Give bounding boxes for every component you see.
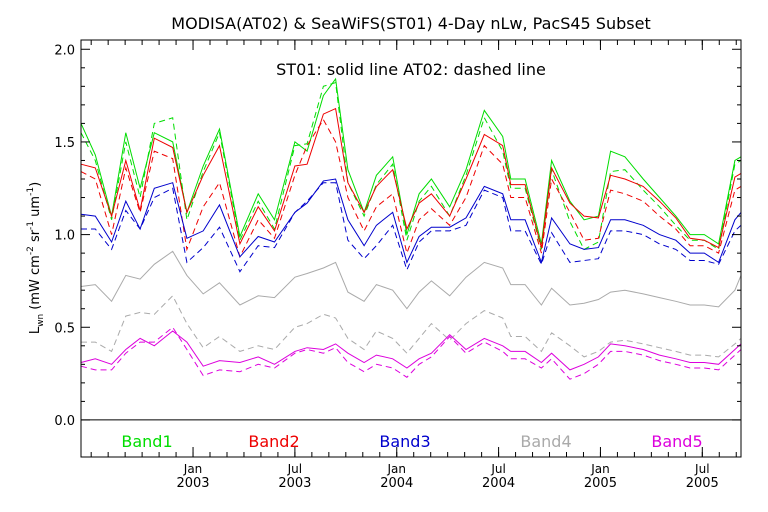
legend-item-band4: Band4 — [520, 432, 571, 451]
legend-item-band2: Band2 — [248, 432, 299, 451]
legend-item-band5: Band5 — [651, 432, 702, 451]
x-tick-year-label: 2003 — [278, 476, 311, 491]
x-tick-year-label: 2003 — [176, 476, 209, 491]
y-axis-title-units-b: sr — [28, 229, 43, 246]
y-axis-title: Lwn (mW cm-2 sr-1 um-1) — [26, 182, 46, 334]
series-line-band3-dashed — [81, 182, 742, 273]
series-line-band5-dashed — [80, 326, 742, 380]
x-tick-month-label: Jul — [694, 462, 709, 476]
y-tick-label: 0.0 — [54, 414, 75, 429]
x-tick-month-label: Jan — [386, 462, 406, 476]
series-line-band1-solid — [80, 77, 742, 245]
legend-item-band3: Band3 — [379, 432, 430, 451]
svg-text:Lwn (mW cm-2 sr-1 um-1): Lwn (mW cm-2 sr-1 um-1) — [26, 182, 46, 334]
chart-title: MODISA(AT02) & SeaWiFS(ST01) 4-Day nLw, … — [171, 14, 650, 33]
series-line-band2-dashed — [80, 118, 742, 259]
series-line-band4-solid — [80, 250, 742, 310]
x-tick-year-label: 2004 — [482, 476, 515, 491]
y-axis-title-units-a: (mW cm — [28, 255, 43, 314]
y-tick-label: 1.5 — [54, 136, 75, 151]
series-line-band4-dashed — [81, 294, 742, 358]
x-tick-month-label: Jul — [287, 462, 302, 476]
x-tick-month-label: Jan — [590, 462, 610, 476]
legend: Band1 Band2 Band3 Band4 Band5 — [121, 432, 702, 451]
plot-frame — [80, 39, 742, 458]
y-axis-title-units-c: um — [28, 196, 43, 221]
x-tick-year-label: 2005 — [584, 476, 617, 491]
x-tick-month-label: Jul — [490, 462, 505, 476]
y-tick-label: 0.5 — [54, 321, 75, 336]
series-line-band2-solid — [80, 107, 742, 249]
y-axis-title-units-d: ) — [28, 182, 43, 187]
x-tick-year-label: 2005 — [686, 476, 719, 491]
y-axis-title-subscript: wn — [36, 314, 46, 327]
y-tick-label: 1.0 — [54, 229, 75, 244]
series-line-band5-solid — [80, 330, 742, 371]
y-axis-title-sup-2: -1 — [26, 221, 36, 230]
y-tick-label: 2.0 — [54, 43, 75, 58]
series-line-band1-dashed — [80, 81, 742, 251]
line-style-annotation: ST01: solid line AT02: dashed line — [276, 60, 546, 79]
y-axis-title-main: L — [28, 326, 43, 334]
axis-layer: 0.00.51.01.52.0Jan2003Jul2003Jan2004Jul2… — [54, 39, 742, 491]
legend-item-band1: Band1 — [121, 432, 172, 451]
x-tick-month-label: Jan — [183, 462, 203, 476]
x-tick-year-label: 2004 — [380, 476, 413, 491]
series-line-band3-solid — [80, 178, 742, 265]
y-axis-title-sup-3: -1 — [26, 187, 36, 196]
series-layer — [80, 77, 742, 380]
y-axis-title-sup-1: -2 — [26, 246, 36, 255]
